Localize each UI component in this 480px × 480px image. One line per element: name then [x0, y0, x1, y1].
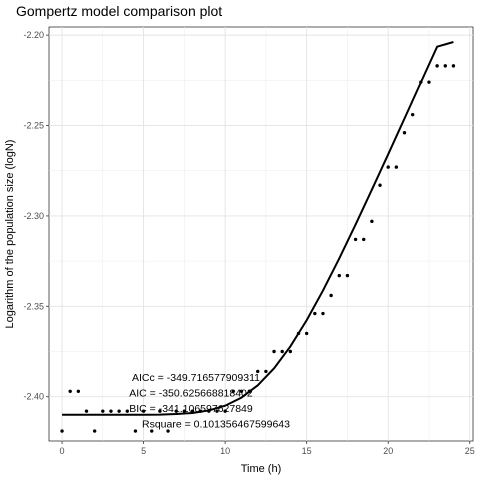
data-point	[272, 349, 276, 354]
data-point	[304, 331, 309, 336]
model-statistics: AICc = -349.716577909311 AIC = -350.62566…	[129, 372, 290, 431]
data-point	[264, 369, 268, 374]
data-point	[125, 409, 129, 413]
y-axis-title: Logarithm of the population size (logN)	[4, 140, 16, 329]
annotation-text: AIC = -350.625668818402	[129, 388, 253, 400]
data-point	[141, 409, 146, 413]
x-tick-label: 0	[60, 446, 65, 456]
data-point	[313, 311, 317, 316]
data-point	[394, 165, 399, 169]
annotation-text: BIC = -341.106597627849	[129, 403, 253, 415]
x-axis-ticks: 0 5 10 15 20 25	[60, 441, 475, 456]
data-point	[329, 293, 333, 298]
data-point	[76, 389, 81, 393]
data-point	[402, 131, 407, 135]
x-tick-label: 25	[465, 446, 475, 456]
data-point	[256, 369, 260, 374]
data-point	[378, 183, 382, 187]
data-point	[410, 112, 415, 117]
data-point	[427, 80, 431, 84]
data-point	[60, 429, 64, 433]
data-point	[182, 409, 187, 413]
data-point	[280, 349, 284, 354]
data-point	[353, 237, 358, 242]
chart-title: Gompertz model comparison plot	[16, 3, 222, 19]
data-point	[435, 64, 439, 68]
data-point	[345, 273, 350, 278]
data-point	[239, 389, 244, 393]
y-tick-label: -2.35	[23, 301, 44, 311]
data-point	[174, 409, 178, 413]
data-point	[92, 429, 97, 433]
y-tick-label: -2.30	[23, 211, 44, 221]
x-tick-label: 5	[141, 446, 146, 456]
data-point	[215, 409, 219, 413]
data-point	[117, 409, 121, 413]
y-axis-ticks: -2.40 -2.35 -2.30 -2.25 -2.20	[23, 30, 49, 402]
data-point	[451, 64, 456, 68]
y-tick-label: -2.25	[23, 121, 44, 131]
data-point	[370, 219, 374, 224]
annotation-text: AICc = -349.716577909311	[132, 372, 260, 384]
data-point	[223, 409, 227, 413]
data-point	[150, 429, 154, 433]
x-axis-title: Time (h)	[241, 463, 282, 475]
x-tick-label: 10	[220, 446, 230, 456]
data-point	[321, 311, 325, 316]
data-point	[158, 409, 162, 413]
plot-panel	[48, 26, 474, 442]
data-point	[386, 165, 390, 169]
data-point	[362, 237, 366, 242]
fitted-curve	[62, 41, 454, 416]
data-point	[443, 64, 447, 68]
annotation-text: Rsquare = 0.101356467599643	[142, 419, 290, 431]
data-point	[84, 409, 89, 413]
data-point	[288, 349, 293, 354]
data-point	[166, 429, 170, 433]
data-point	[68, 389, 72, 393]
data-point	[109, 409, 113, 413]
data-point	[133, 429, 138, 433]
data-point	[101, 409, 105, 413]
y-tick-label: -2.20	[23, 30, 44, 40]
x-tick-label: 20	[383, 446, 393, 456]
data-point	[337, 273, 341, 278]
grid-lines	[49, 27, 473, 441]
y-tick-label: -2.40	[23, 392, 44, 402]
x-tick-label: 15	[302, 446, 312, 456]
data-point	[231, 389, 235, 393]
